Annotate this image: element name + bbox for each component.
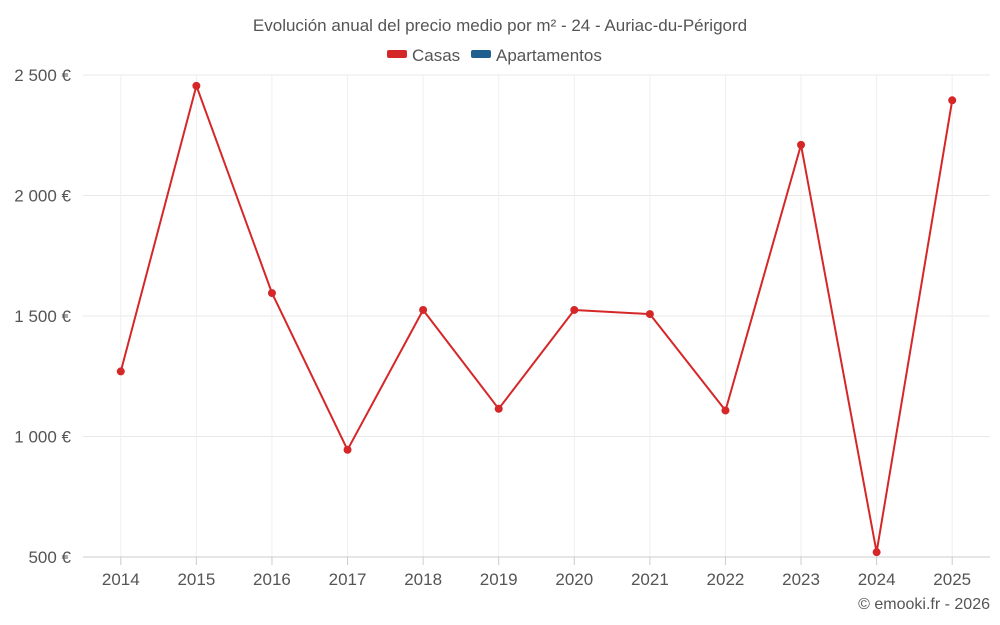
data-point-casas	[948, 96, 957, 105]
x-tick-label: 2024	[858, 570, 896, 589]
x-tick-label: 2025	[933, 570, 971, 589]
legend-swatch-apartamentos	[471, 50, 491, 58]
data-point-casas	[192, 81, 201, 90]
x-tick-label: 2020	[555, 570, 593, 589]
x-tick-label: 2014	[102, 570, 140, 589]
legend-swatch-casas	[387, 50, 407, 58]
data-point-casas	[267, 289, 276, 298]
data-point-casas	[116, 367, 125, 376]
data-point-casas	[872, 548, 881, 557]
data-point-casas	[721, 406, 730, 415]
axes: 500 € 1 000 € 1 500 € 2 000 € 2 500 € 2014 201…	[14, 66, 990, 589]
legend-label-casas: Casas	[412, 46, 460, 65]
legend: Casas Apartamentos	[387, 46, 602, 65]
x-tick-label: 2015	[177, 570, 215, 589]
y-tick-label: 500 €	[28, 548, 71, 567]
data-point-casas	[570, 305, 579, 314]
data-point-casas	[797, 140, 806, 149]
y-tick-label: 2 000 €	[14, 187, 71, 206]
y-tick-label: 1 500 €	[14, 307, 71, 326]
chart-title: Evolución anual del precio medio por m² …	[253, 16, 747, 35]
x-tick-label: 2023	[782, 570, 820, 589]
data-point-casas	[343, 445, 352, 454]
legend-item-apartamentos[interactable]: Apartamentos	[471, 46, 602, 65]
x-tick-label: 2018	[404, 570, 442, 589]
credit-text: © emooki.fr - 2026	[858, 596, 990, 613]
x-tick-label: 2017	[329, 570, 367, 589]
series-layer	[116, 81, 957, 557]
x-tick-label: 2016	[253, 570, 291, 589]
series-line-casas	[119, 84, 954, 554]
x-tick-label: 2019	[480, 570, 518, 589]
data-point-casas	[645, 310, 654, 319]
x-tick-label: 2021	[631, 570, 669, 589]
x-tick-label: 2022	[707, 570, 745, 589]
legend-label-apartamentos: Apartamentos	[496, 46, 602, 65]
y-tick-label: 2 500 €	[14, 66, 71, 85]
data-point-casas	[494, 404, 503, 413]
y-tick-label: 1 000 €	[14, 428, 71, 447]
legend-item-casas[interactable]: Casas	[387, 46, 460, 65]
data-point-casas	[419, 305, 428, 314]
